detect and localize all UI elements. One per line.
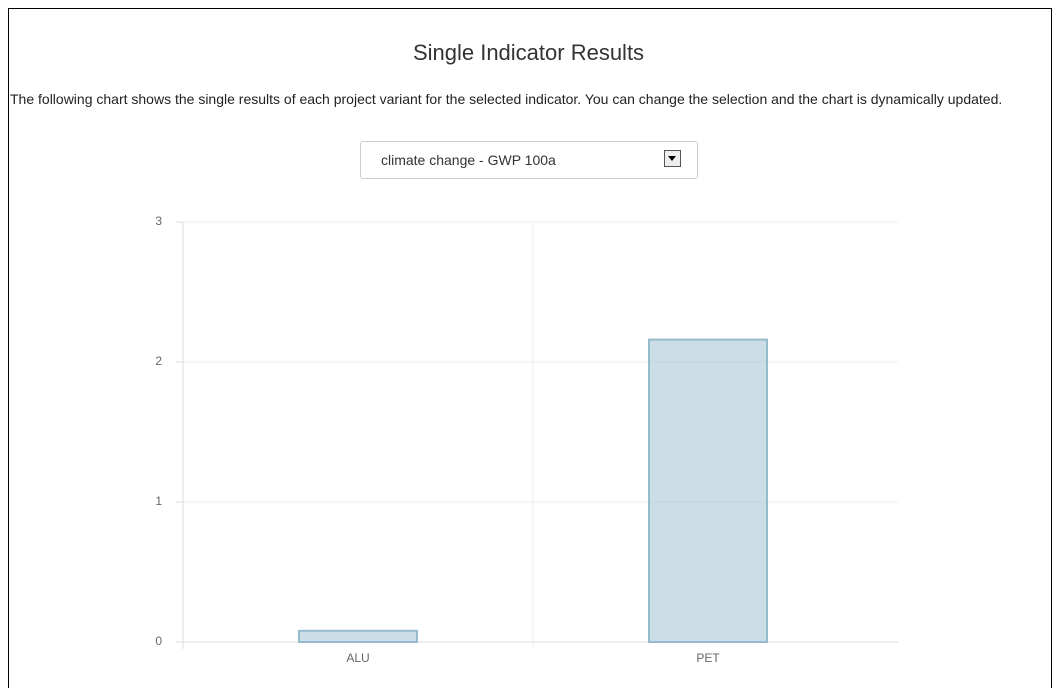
bar (648, 338, 768, 643)
page-title: Single Indicator Results (412, 40, 645, 65)
description: The following chart shows the single res… (10, 91, 1003, 107)
select-value: climate change - GWP 100a (381, 152, 556, 168)
y-tick-label: 3 (155, 214, 162, 228)
y-tick-label: 2 (155, 354, 162, 368)
x-tick-label: ALU (346, 651, 369, 665)
y-tick-label: 1 (155, 494, 162, 508)
y-tick-label: 0 (155, 634, 162, 648)
select-arrow[interactable] (664, 150, 681, 167)
x-tick-label: PET (696, 651, 720, 665)
bar (298, 629, 418, 643)
indicator-select[interactable]: climate change - GWP 100a (360, 141, 698, 179)
frame (8, 8, 1052, 688)
